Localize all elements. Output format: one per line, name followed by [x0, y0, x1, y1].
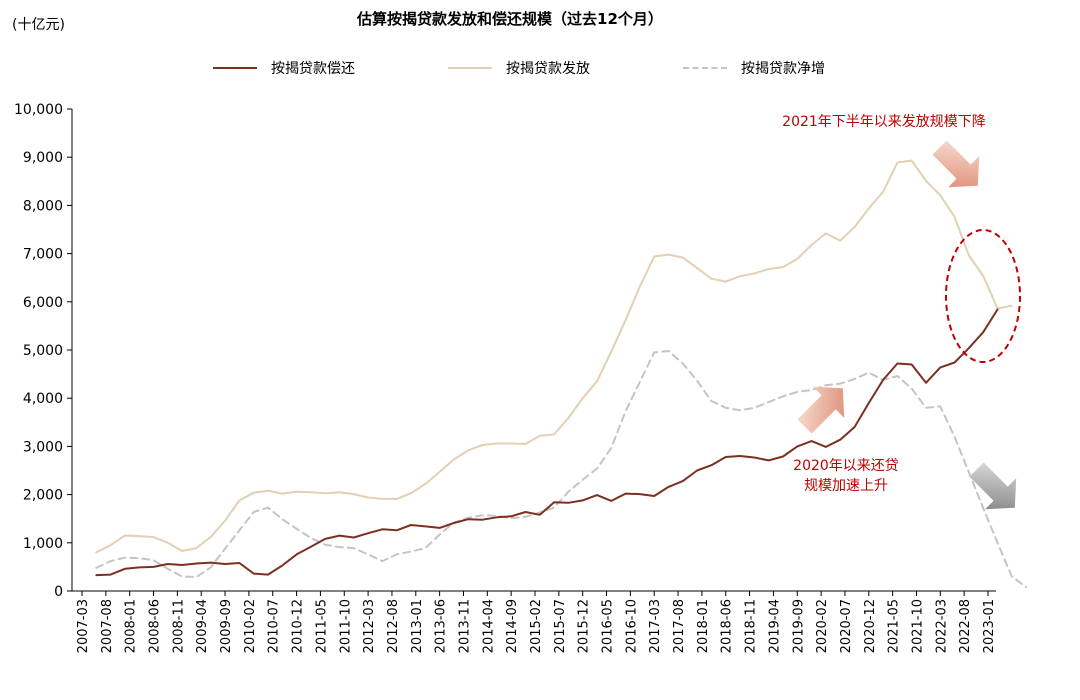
x-tick-label: 2011-05 — [314, 599, 329, 653]
x-tick-label: 2020-02 — [815, 599, 830, 653]
legend: 按揭贷款偿还 按揭贷款发放 按揭贷款净增 — [0, 58, 1080, 78]
x-tick-label: 2019-04 — [767, 599, 782, 653]
y-tick-label: 9,000 — [23, 150, 63, 166]
legend-label-net: 按揭贷款净增 — [741, 61, 825, 77]
legend-item-net: 按揭贷款净增 — [683, 58, 825, 78]
x-tick-label: 2008-11 — [171, 599, 186, 653]
legend-label-issuance: 按揭贷款发放 — [506, 61, 590, 77]
x-tick-label: 2009-09 — [219, 599, 234, 653]
x-tick-label: 2013-01 — [410, 599, 425, 653]
x-tick-label: 2021-10 — [910, 599, 925, 653]
x-tick-label: 2017-08 — [672, 599, 687, 653]
y-tick-label: 4,000 — [23, 391, 63, 407]
series-layer — [95, 159, 1028, 589]
legend-label-repayment: 按揭贷款偿还 — [271, 61, 355, 77]
x-tick-label: 2010-07 — [267, 599, 282, 653]
x-tick-label: 2016-10 — [624, 599, 639, 653]
x-tick-label: 2010-12 — [291, 599, 306, 653]
x-tick-label: 2021-05 — [887, 599, 902, 653]
legend-swatch-net — [683, 67, 727, 69]
x-tick-label: 2013-06 — [434, 599, 449, 653]
x-tick-label: 2015-07 — [553, 599, 568, 653]
annotation-repayment-line1: 2020年以来还贷 — [793, 458, 899, 474]
highlight-ellipse — [945, 229, 1021, 363]
annotation-issuance-decline: 2021年下半年以来发放规模下降 — [782, 114, 986, 130]
x-tick-label: 2018-06 — [720, 599, 735, 653]
annotation-layer — [797, 140, 1021, 510]
up-arrow-red — [797, 386, 845, 434]
y-tick-label: 5,000 — [23, 343, 63, 359]
x-tick-label: 2018-11 — [744, 599, 759, 653]
legend-swatch-repayment — [213, 67, 257, 69]
x-tick-label: 2009-04 — [195, 599, 210, 653]
x-tick-label: 2022-08 — [958, 599, 973, 653]
series-line-issuance — [95, 159, 1013, 554]
y-tick-label: 10,000 — [14, 102, 63, 118]
y-tick-label: 8,000 — [23, 198, 63, 214]
y-tick-label: 2,000 — [23, 488, 63, 504]
x-tick-label: 2011-10 — [338, 599, 353, 653]
x-tick-label: 2014-04 — [481, 599, 496, 653]
x-tick-label: 2019-09 — [791, 599, 806, 653]
legend-item-repayment: 按揭贷款偿还 — [213, 58, 355, 78]
x-tick-label: 2014-09 — [505, 599, 520, 653]
chart-title: 估算按揭贷款发放和偿还规模（过去12个月） — [357, 10, 663, 28]
annotation-repayment-rise: 2020年以来还贷 规模加速上升 — [776, 456, 916, 496]
annotation-repayment-line2: 规模加速上升 — [804, 478, 888, 494]
x-tick-label: 2010-02 — [243, 599, 258, 653]
down-arrow-gray — [969, 462, 1017, 510]
legend-item-issuance: 按揭贷款发放 — [448, 58, 590, 78]
y-tick-label: 3,000 — [23, 439, 63, 455]
series-line-repayment — [95, 308, 999, 577]
x-tick-label: 2022-03 — [934, 599, 949, 653]
x-tick-label: 2017-03 — [648, 599, 663, 653]
axes: 0 1,000 2,000 3,000 4,000 5,000 6,000 7,000 8,00… — [14, 102, 997, 653]
x-tick-label: 2023-01 — [982, 599, 997, 653]
y-tick-label: 7,000 — [23, 247, 63, 263]
y-tick-label: 0 — [54, 584, 63, 600]
x-tick-label: 2020-07 — [839, 599, 854, 653]
x-tick-label: 2008-06 — [148, 599, 163, 653]
y-tick-label: 1,000 — [23, 536, 63, 552]
x-tick-label: 2015-02 — [529, 599, 544, 653]
x-tick-label: 2012-03 — [362, 599, 377, 653]
x-tick-label: 2013-11 — [457, 599, 472, 653]
x-tick-label: 2016-05 — [601, 599, 616, 653]
legend-swatch-issuance — [448, 67, 492, 69]
unit-label: (十亿元) — [12, 17, 65, 33]
x-tick-label: 2012-08 — [386, 599, 401, 653]
x-tick-label: 2008-01 — [124, 599, 139, 653]
x-tick-label: 2007-03 — [76, 599, 91, 653]
x-tick-label: 2015-12 — [577, 599, 592, 653]
series-line-net — [95, 350, 1028, 589]
x-tick-label: 2007-08 — [100, 599, 115, 653]
y-tick-label: 6,000 — [23, 295, 63, 311]
x-tick-label: 2020-12 — [863, 599, 878, 653]
down-arrow-red — [932, 140, 980, 188]
x-tick-label: 2018-01 — [696, 599, 711, 653]
